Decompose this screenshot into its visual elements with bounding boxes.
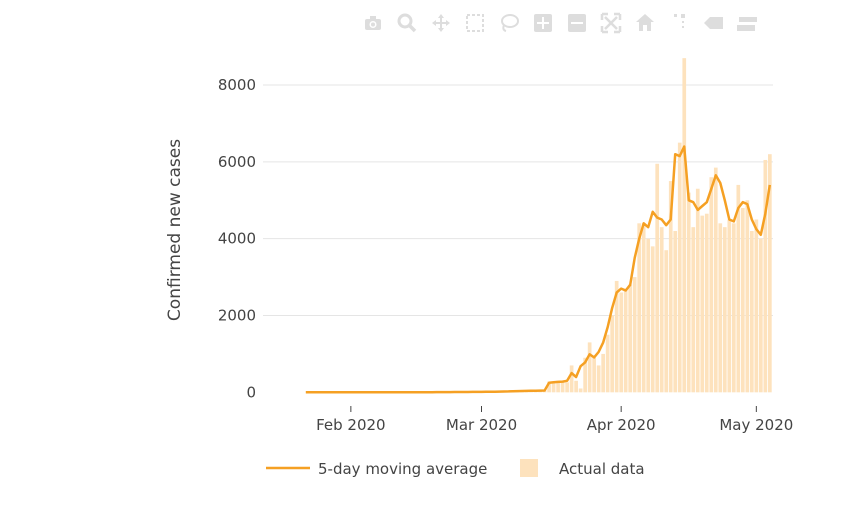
bar [560, 380, 565, 393]
bar [740, 207, 745, 393]
y-tick-label: 8000 [218, 76, 256, 94]
hover-compare-button[interactable] [730, 10, 764, 40]
bar [682, 58, 687, 393]
reset-axes-button[interactable] [628, 10, 662, 40]
lasso-select-button[interactable] [492, 10, 526, 40]
bar [632, 277, 637, 393]
zoom-out-button[interactable] [560, 10, 594, 40]
bars-actual-data [321, 58, 772, 393]
bar [673, 231, 678, 393]
autoscale-icon [600, 12, 622, 38]
bar [596, 365, 601, 393]
bar [655, 163, 660, 393]
zoom-in-button[interactable] [526, 10, 560, 40]
hover-closest-button[interactable] [696, 10, 730, 40]
bar [754, 219, 759, 393]
bar [704, 213, 709, 393]
bar [718, 223, 723, 393]
bar [722, 227, 727, 393]
bar [587, 342, 592, 393]
y-tick-label: 4000 [218, 230, 256, 248]
spike-lines-button[interactable] [662, 10, 696, 40]
x-tick-label: Mar 2020 [446, 416, 517, 434]
zoom-button[interactable] [390, 10, 424, 40]
bar [547, 381, 551, 393]
bar [758, 238, 763, 393]
legend-line-label[interactable]: 5-day moving average [318, 460, 487, 478]
bar [601, 353, 605, 393]
bar [646, 238, 651, 393]
bar [767, 154, 772, 393]
bar [749, 231, 754, 393]
camera-icon [362, 12, 384, 38]
bar [650, 246, 655, 393]
bar [623, 288, 628, 393]
x-tick-label: Apr 2020 [587, 416, 656, 434]
box-select-icon [464, 12, 486, 38]
bar [745, 200, 750, 393]
bar [610, 315, 615, 393]
x-tick-label: May 2020 [719, 416, 793, 434]
x-tick-labels: Feb 2020 Mar 2020 Apr 2020 May 2020 [316, 406, 793, 434]
bar [637, 223, 642, 393]
bar [605, 334, 610, 393]
bar [565, 382, 569, 393]
bar [659, 227, 664, 393]
zoom-out-icon [566, 12, 588, 38]
bar [763, 159, 768, 393]
line-5-day-moving-average [305, 145, 772, 394]
legend-bar-swatch [520, 459, 538, 477]
autoscale-button[interactable] [594, 10, 628, 40]
x-tick-label: Feb 2020 [316, 416, 386, 434]
bar [736, 184, 741, 393]
bar [709, 177, 714, 393]
y-axis-title: Confirmed new cases [165, 139, 185, 321]
bar [551, 382, 556, 393]
bar [691, 227, 696, 393]
bar [628, 284, 633, 393]
bar [614, 280, 619, 393]
pan-icon [430, 12, 452, 38]
hover-compare-icon [736, 12, 758, 38]
pan-button[interactable] [424, 10, 458, 40]
bar [727, 219, 732, 393]
bar [569, 365, 574, 393]
zoom-icon [396, 12, 418, 38]
bar [619, 292, 624, 393]
bar [713, 167, 718, 393]
bar [556, 380, 560, 393]
bar [677, 142, 682, 393]
reset-axes-icon [634, 12, 656, 38]
bar [592, 357, 596, 393]
spike-lines-icon [668, 12, 690, 38]
legend-bar-label[interactable]: Actual data [559, 460, 645, 478]
box-select-button[interactable] [458, 10, 492, 40]
camera-button[interactable] [356, 10, 390, 40]
zoom-in-icon [532, 12, 554, 38]
y-tick-label: 6000 [218, 153, 256, 171]
bar [700, 215, 705, 393]
bar [664, 250, 669, 393]
bar [686, 192, 691, 393]
bar [668, 181, 673, 393]
y-tick-labels: 0 2000 4000 6000 8000 [218, 76, 256, 401]
bar [578, 388, 583, 393]
lasso-select-icon [498, 12, 520, 38]
hover-closest-icon [702, 12, 724, 38]
y-tick-label: 2000 [218, 307, 256, 325]
legend: 5-day moving average Actual data [266, 459, 645, 478]
modebar [356, 10, 764, 40]
bar [731, 223, 736, 393]
bar [641, 223, 646, 393]
bar [583, 357, 587, 393]
bar [695, 188, 700, 393]
bar [574, 380, 578, 393]
y-tick-label: 0 [246, 383, 256, 401]
